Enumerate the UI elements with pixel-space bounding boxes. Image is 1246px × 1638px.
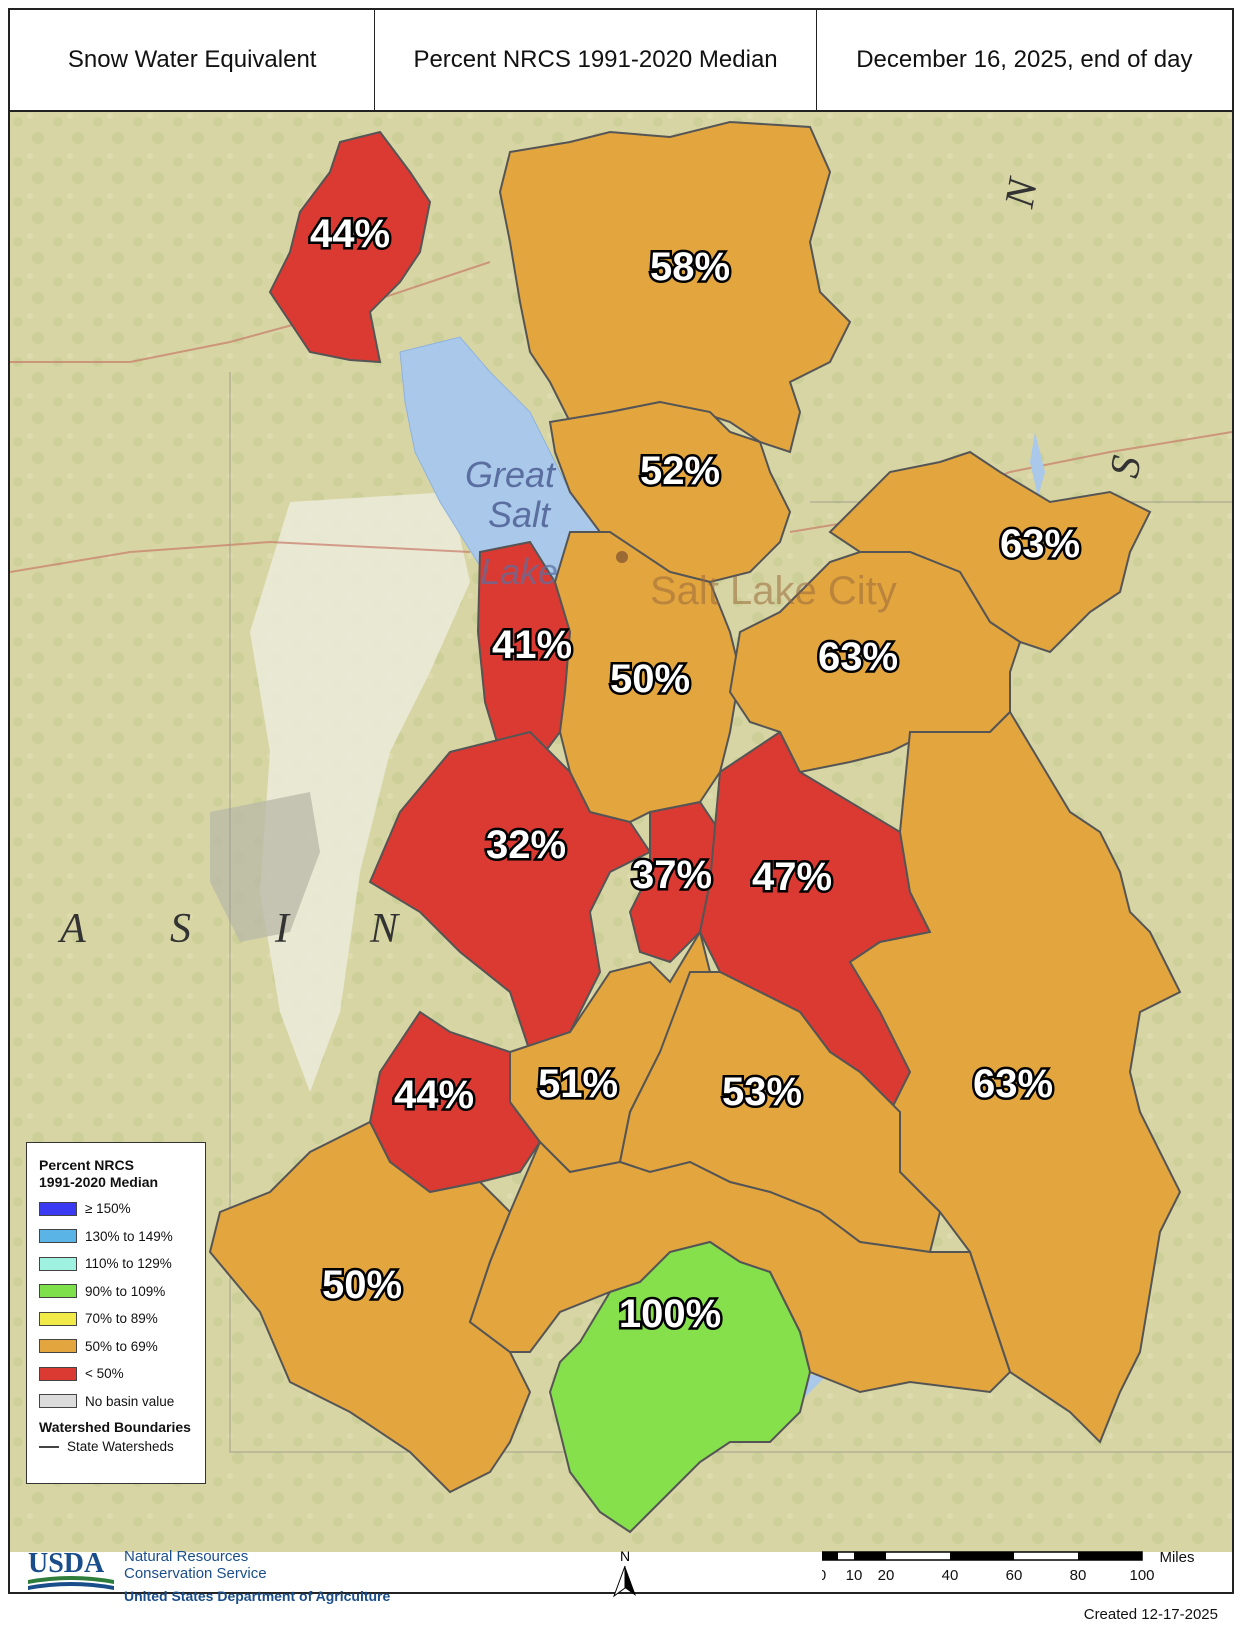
scale-tick: 40 bbox=[942, 1567, 959, 1584]
lake-label: Salt bbox=[488, 494, 552, 535]
department-name: United States Department of Agriculture bbox=[124, 1588, 391, 1604]
watershed-value-label: 32% bbox=[486, 823, 566, 867]
legend-item: 50% to 69% bbox=[39, 1333, 195, 1361]
watershed-value-label: 63% bbox=[818, 635, 898, 679]
created-date: Created 12-17-2025 bbox=[1083, 1606, 1218, 1623]
north-arrow-icon bbox=[612, 1565, 636, 1598]
usda-logo-text: USDA bbox=[28, 1548, 105, 1579]
watershed-50-center bbox=[553, 531, 742, 824]
watershed-value-label: 63% bbox=[1000, 522, 1080, 566]
road-line bbox=[10, 540, 471, 573]
legend-item: No basin value bbox=[39, 1388, 195, 1416]
legend-swatch bbox=[39, 1339, 77, 1354]
salt-flats bbox=[250, 492, 470, 1092]
city-marker bbox=[616, 551, 628, 563]
scale-tick: 100 bbox=[1129, 1567, 1154, 1584]
watershed-value-label: 47% bbox=[752, 855, 832, 899]
map-area: Great Salt Lake Salt Lake City A S I N N… bbox=[10, 112, 1232, 1552]
legend-label: 50% to 69% bbox=[85, 1338, 158, 1354]
road-line bbox=[10, 261, 491, 363]
legend-swatch bbox=[39, 1311, 77, 1326]
legend-label: 90% to 109% bbox=[85, 1283, 166, 1299]
scale-bar: 0 10 20 40 60 80 100 Miles bbox=[818, 1548, 1202, 1588]
legend-item: 90% to 109% bbox=[39, 1278, 195, 1306]
basin-letter: N bbox=[369, 906, 400, 952]
agency-line2: Conservation Service bbox=[124, 1565, 267, 1582]
watershed-value-label: 52% bbox=[640, 449, 720, 493]
legend-item: ≥ 150% bbox=[39, 1195, 195, 1223]
watershed-63-east bbox=[848, 710, 1182, 1444]
scale-unit: Miles bbox=[1159, 1549, 1194, 1566]
watershed-value-label: 37% bbox=[632, 853, 712, 897]
legend-item: 70% to 89% bbox=[39, 1305, 195, 1333]
reservoir bbox=[1030, 432, 1045, 497]
legend-swatch bbox=[39, 1394, 77, 1409]
legend-swatch bbox=[39, 1201, 77, 1216]
watershed-value-label: 50% bbox=[610, 657, 690, 701]
scale-tick: 20 bbox=[878, 1567, 895, 1584]
scale-tick: 10 bbox=[846, 1567, 863, 1584]
watershed-value-label: 63% bbox=[973, 1062, 1053, 1106]
legend-label: ≥ 150% bbox=[85, 1201, 131, 1217]
watershed-value-label: 51% bbox=[538, 1062, 618, 1106]
agency-block: Natural Resources Conservation Service U… bbox=[124, 1548, 390, 1605]
scale-tick: 0 bbox=[822, 1567, 826, 1584]
legend-boundaries-title: Watershed Boundaries bbox=[39, 1419, 191, 1435]
watershed-100 bbox=[548, 1240, 812, 1534]
basin-letter: I bbox=[274, 906, 291, 952]
legend-title-line1: Percent NRCS bbox=[39, 1157, 134, 1173]
watershed-58 bbox=[498, 120, 852, 454]
legend-item: 110% to 129% bbox=[39, 1250, 195, 1278]
watershed-south-orange bbox=[468, 1140, 1012, 1394]
desert-patch bbox=[210, 792, 320, 942]
legend-boundaries-label: State Watersheds bbox=[67, 1439, 174, 1454]
scale-tick: 80 bbox=[1070, 1567, 1087, 1584]
basin-letter: S bbox=[170, 906, 191, 952]
legend-swatch bbox=[39, 1366, 77, 1381]
legend-title-line2: 1991-2020 Median bbox=[39, 1174, 159, 1190]
watershed-value-label: 58% bbox=[650, 245, 730, 289]
watershed-value-label: 41% bbox=[492, 623, 572, 667]
watershed-37 bbox=[628, 800, 722, 964]
lake-label: Lake bbox=[480, 551, 558, 592]
legend-item: < 50% bbox=[39, 1360, 195, 1388]
legend-swatch bbox=[39, 1284, 77, 1299]
legend-label: 110% to 129% bbox=[85, 1256, 172, 1272]
agency-line1: Natural Resources bbox=[124, 1548, 249, 1565]
header: Snow Water Equivalent Percent NRCS 1991-… bbox=[10, 10, 1232, 112]
watershed-value-label: 44% bbox=[310, 212, 390, 256]
legend-label: < 50% bbox=[85, 1366, 124, 1382]
legend-swatch bbox=[39, 1256, 77, 1271]
city-label: Salt Lake City bbox=[650, 569, 897, 613]
legend-item: 130% to 149% bbox=[39, 1223, 195, 1251]
legend-swatch bbox=[39, 1229, 77, 1244]
watershed-value-label: 100% bbox=[619, 1292, 721, 1336]
boundary-line-icon bbox=[39, 1446, 59, 1449]
watershed-value-label: 53% bbox=[722, 1070, 802, 1114]
legend-label: 70% to 89% bbox=[85, 1311, 158, 1327]
watershed-nw-44 bbox=[268, 130, 432, 364]
watershed-value-label: 44% bbox=[394, 1073, 474, 1117]
basin-letter: A bbox=[57, 906, 86, 952]
north-label: N bbox=[619, 1548, 631, 1564]
header-title-right: December 16, 2025, end of day bbox=[856, 46, 1193, 73]
map-frame: Snow Water Equivalent Percent NRCS 1991-… bbox=[8, 8, 1234, 1604]
usda-logo: USDA bbox=[26, 1548, 116, 1594]
north-arrow: N bbox=[610, 1548, 640, 1598]
footer: USDA Natural Resources Conservation Serv… bbox=[10, 1548, 1232, 1604]
header-title-center: Percent NRCS 1991-2020 Median bbox=[375, 10, 817, 110]
header-title-left: Snow Water Equivalent bbox=[10, 10, 376, 110]
scale-tick: 60 bbox=[1006, 1567, 1023, 1584]
lake-label: Great bbox=[465, 454, 557, 495]
legend: Percent NRCS 1991-2020 Median ≥ 150% 130… bbox=[26, 1142, 206, 1484]
watershed-value-label: 50% bbox=[322, 1263, 402, 1307]
legend-boundaries-item: State Watersheds bbox=[39, 1439, 195, 1454]
legend-label: 130% to 149% bbox=[85, 1228, 173, 1244]
legend-label: No basin value bbox=[85, 1393, 175, 1409]
state-line bbox=[229, 372, 1232, 1453]
